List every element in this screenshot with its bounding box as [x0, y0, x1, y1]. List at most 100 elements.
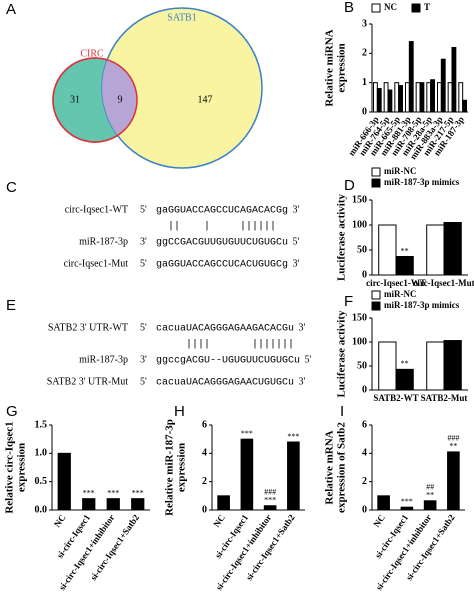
y-tick-label: 1: [362, 77, 367, 88]
venn-count: 147: [198, 94, 213, 105]
bar: [415, 82, 421, 113]
y-tick-label: 50: [357, 244, 367, 255]
bar: [372, 82, 378, 113]
x-tick-label: SATB2-WT: [373, 393, 418, 403]
bar: [436, 82, 442, 113]
bar: [426, 341, 445, 391]
y-tick-label: 0.0: [35, 504, 48, 515]
bar: [57, 452, 71, 511]
strand-end: 3': [140, 236, 147, 247]
row-label: circ-Iqsec1-Mut: [64, 258, 129, 269]
bar: [378, 224, 397, 276]
legend-swatch: [371, 290, 381, 300]
venn-count: 9: [118, 94, 123, 105]
row-label: SATB2 3' UTR-WT: [48, 322, 128, 333]
bar: [106, 498, 120, 511]
bar: [419, 82, 425, 113]
bar: [447, 82, 453, 113]
panel-letter: E: [6, 297, 16, 314]
sequence: ggCCGACGUUGUGUUCUGUGCu: [156, 238, 288, 249]
panel-letter: C: [6, 179, 17, 196]
bar: [376, 88, 382, 113]
strand-end: 5': [304, 354, 311, 365]
significance-mark: ***: [83, 488, 95, 497]
significance-mark: ###: [447, 434, 459, 443]
legend-label: T: [424, 2, 430, 12]
legend-swatch: [411, 3, 421, 13]
y-tick-label: 0.5: [35, 476, 48, 487]
panel-letter: B: [344, 0, 354, 16]
legend-swatch: [371, 301, 381, 311]
strand-end: 5': [140, 322, 147, 333]
panel-letter: I: [340, 403, 344, 420]
y-tick-label: 3: [362, 18, 367, 29]
legend-label: miR-187-3p mimics: [384, 300, 460, 310]
row-label: miR-187-3p: [79, 236, 128, 247]
bar: [447, 451, 460, 511]
y-tick-label: 150: [352, 194, 367, 205]
venn-diagram: A CIRC SATB1 31 9 147: [6, 1, 263, 169]
y-tick-label: 4: [202, 448, 207, 459]
row-label: circ-Iqsec1-WT: [65, 204, 128, 215]
y-tick-label: 1.0: [35, 448, 48, 459]
legend-swatch: [371, 178, 381, 188]
y-tick-label: 100: [352, 219, 367, 230]
significance-mark: ***: [401, 497, 413, 506]
sequence: gaGGUACCAGCCUCACUGUGCg: [156, 260, 288, 271]
chart: D 0 50 100 150 Luciferase activity circ-Iqsec1…: [336, 166, 474, 288]
strand-end: 3': [298, 322, 305, 333]
significance-mark: **: [401, 246, 409, 255]
bar: [423, 500, 437, 511]
legend-label: NC: [384, 2, 397, 12]
y-tick-label: 6: [202, 419, 207, 430]
bar: [398, 85, 404, 113]
chart: F 0 50 100 150 Luciferase activity SATB2-WT ** S…: [336, 289, 468, 403]
venn-count: 31: [70, 94, 80, 105]
bar: [263, 505, 277, 511]
x-tick-label: circ-Iqsec1-Mut: [413, 278, 474, 288]
x-tick-label: circ-Iqsec1-WT: [366, 278, 426, 288]
y-axis-label: expression: [16, 443, 28, 492]
significance-mark: **: [449, 442, 457, 451]
bar: [443, 222, 462, 276]
venn-outline: [52, 57, 138, 143]
y-tick-label: 150: [352, 312, 367, 323]
y-axis-label: Luciferase activity: [336, 193, 348, 281]
legend-label: miR-187-3p mimics: [384, 177, 460, 187]
y-tick-label: 0: [362, 269, 367, 280]
bar: [440, 58, 446, 113]
strand-end: 3': [298, 376, 305, 387]
bar: [377, 495, 390, 511]
significance-mark: **: [426, 491, 434, 500]
y-tick-label: 0: [362, 384, 367, 395]
bar: [387, 89, 393, 113]
x-tick-label: NC: [371, 513, 387, 529]
bar: [394, 82, 400, 113]
bar: [451, 46, 457, 113]
chart: G 0.0 0.5 1.0 1.5 Relative circ-Iqsec1 express…: [4, 403, 150, 592]
panel-letter: H: [174, 403, 185, 420]
venn-label: CIRC: [80, 48, 104, 59]
y-tick-label: 2: [362, 476, 367, 487]
panel-letter: D: [344, 177, 355, 194]
bar: [82, 498, 96, 511]
strand-end: 5': [292, 236, 299, 247]
strand-end: 3': [140, 354, 147, 365]
bar: [240, 438, 254, 511]
y-tick-label: 50: [357, 360, 367, 371]
bar: [287, 441, 300, 511]
strand-end: 3': [292, 204, 299, 215]
y-axis-label: Relative mRNA: [324, 430, 336, 504]
panel-letter: F: [344, 293, 353, 310]
sequence: cacuaUACAGGGAGAAGACACGu: [156, 324, 294, 335]
bar: [404, 82, 410, 113]
y-tick-label: 2: [202, 476, 207, 487]
x-tick-label: NC: [52, 513, 68, 529]
bar: [395, 256, 414, 276]
y-axis-label: Luciferase activity: [336, 310, 348, 398]
pairing: |||| |||||||: [156, 339, 300, 351]
bar: [131, 498, 145, 511]
